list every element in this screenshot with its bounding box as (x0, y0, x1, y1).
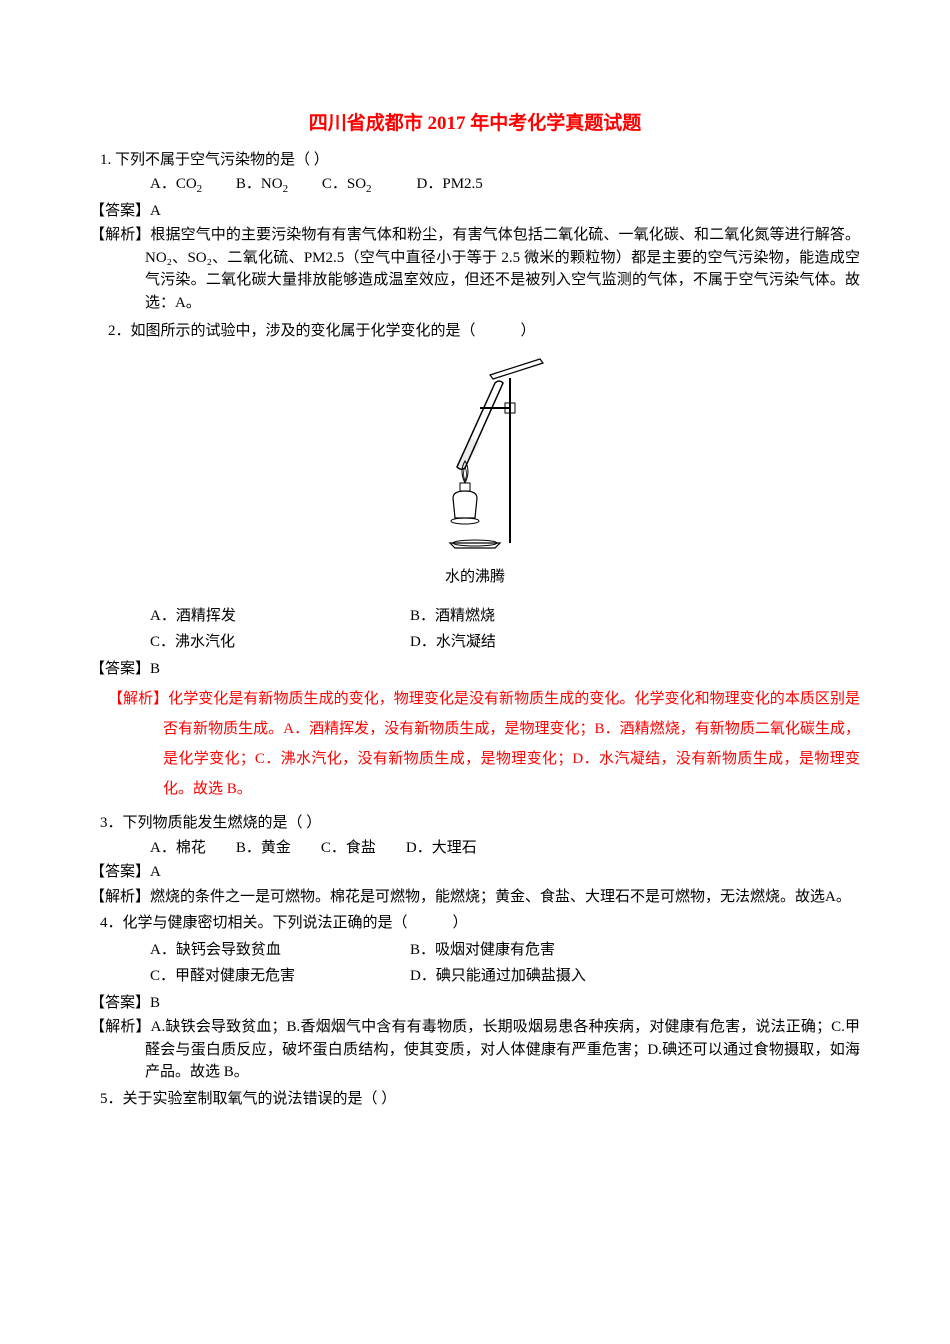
q3-opt-d: D．大理石 (406, 840, 477, 856)
q2-options-row1: A．酒精挥发 B．酒精燃烧 (150, 605, 860, 628)
q2-opt-d: D．水汽凝结 (410, 631, 496, 654)
q4-answer: 【答案】B (90, 992, 860, 1015)
boiling-water-apparatus-icon (395, 353, 555, 553)
q1-answer: 【答案】A (90, 200, 860, 223)
q2-stem: 2．如图所示的试验中，涉及的变化属于化学变化的是（ ） (108, 320, 860, 343)
q1-opt-d: D．PM2.5 (417, 176, 483, 192)
q3-options: A．棉花 B．黄金 C．食盐 D．大理石 (150, 837, 860, 860)
q3-opt-a: A．棉花 (150, 840, 206, 856)
q1-stem: 1. 下列不属于空气污染物的是（ ） (100, 149, 860, 172)
page-title: 四川省成都市 2017 年中考化学真题试题 (90, 110, 860, 139)
q2-figure-caption: 水的沸腾 (90, 566, 860, 589)
q1-opt-b: B．NO2 (236, 176, 288, 192)
q4-stem: 4．化学与健康密切相关。下列说法正确的是（ ） (100, 912, 860, 935)
q1-opt-c: C．SO2 (322, 176, 372, 192)
q3-answer: 【答案】A (90, 861, 860, 884)
q2-figure (90, 353, 860, 561)
q2-opt-a: A．酒精挥发 (150, 605, 410, 628)
q4-opt-c: C．甲醛对健康无危害 (150, 965, 410, 988)
q1-options: A．CO2 B．NO2 C．SO2 D．PM2.5 (150, 173, 860, 198)
q1-opt-a: A．CO2 (150, 176, 202, 192)
q4-opt-d: D．碘只能通过加碘盐摄入 (410, 965, 586, 988)
q4-opt-b: B．吸烟对健康有危害 (410, 939, 555, 962)
q2-options-row2: C．沸水汽化 D．水汽凝结 (150, 631, 860, 654)
q2-analysis: 【解析】化学变化是有新物质生成的变化，物理变化是没有新物质生成的变化。化学变化和… (108, 684, 860, 804)
q5-stem: 5．关于实验室制取氧气的说法错误的是（ ） (100, 1088, 860, 1111)
q1-analysis: 【解析】根据空气中的主要污染物有有害气体和粉尘，有害气体包括二氧化硫、一氧化碳、… (90, 224, 860, 314)
q4-options-row2: C．甲醛对健康无危害 D．碘只能通过加碘盐摄入 (150, 965, 860, 988)
q4-options-row1: A．缺钙会导致贫血 B．吸烟对健康有危害 (150, 939, 860, 962)
q3-stem: 3．下列物质能发生燃烧的是（ ） (100, 812, 860, 835)
q4-analysis: 【解析】A.缺铁会导致贫血；B.香烟烟气中含有有毒物质，长期吸烟易患各种疾病，对… (90, 1016, 860, 1084)
q4-opt-a: A．缺钙会导致贫血 (150, 939, 410, 962)
q3-analysis: 【解析】燃烧的条件之一是可燃物。棉花是可燃物，能燃烧；黄金、食盐、大理石不是可燃… (90, 886, 860, 909)
q3-opt-b: B．黄金 (236, 840, 291, 856)
q3-opt-c: C．食盐 (321, 840, 376, 856)
q2-opt-c: C．沸水汽化 (150, 631, 410, 654)
q2-opt-b: B．酒精燃烧 (410, 605, 495, 628)
q2-answer: 【答案】B (90, 658, 860, 681)
